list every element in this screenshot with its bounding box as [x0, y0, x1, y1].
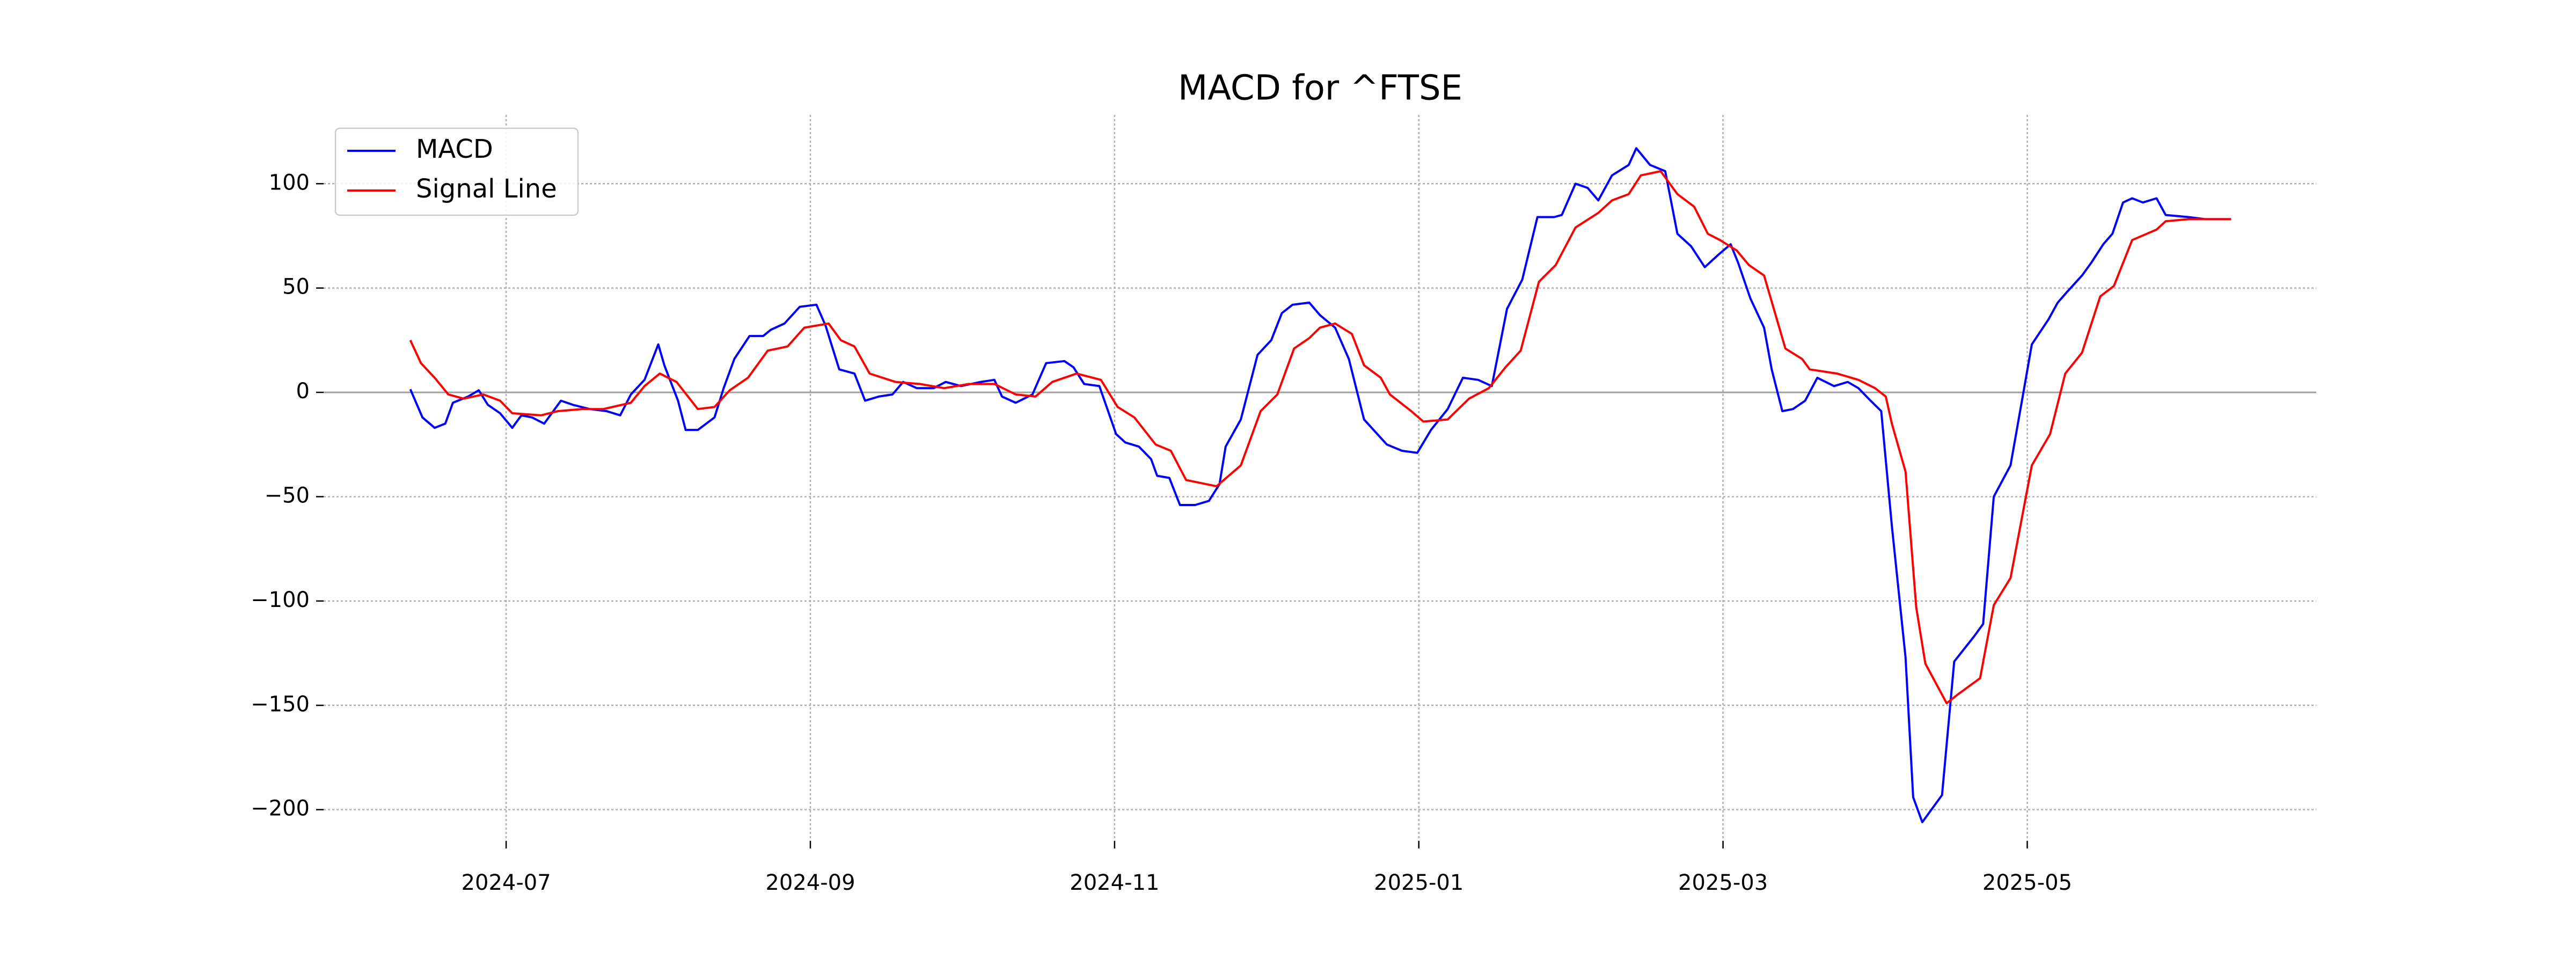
y-tick-label: −50 — [265, 483, 310, 508]
y-tick-label: 50 — [282, 275, 310, 299]
chart-title: MACD for ^FTSE — [1178, 69, 1462, 108]
x-tick-label: 2025-03 — [1678, 870, 1768, 895]
y-tick-label: −150 — [251, 692, 310, 716]
x-tick-label: 2024-09 — [765, 870, 855, 895]
series-line — [409, 170, 2231, 705]
legend-box — [334, 127, 579, 216]
y-tick-label: 100 — [269, 170, 310, 195]
x-tick-label: 2024-11 — [1070, 870, 1159, 895]
legend: MACD Signal Line — [334, 127, 579, 216]
legend-label: Signal Line — [416, 174, 557, 204]
series-line — [409, 147, 2231, 823]
y-tick-label: 0 — [296, 379, 310, 404]
x-tick-label: 2024-07 — [462, 870, 551, 895]
y-tick-label: −200 — [251, 796, 310, 821]
legend-label: MACD — [416, 134, 493, 164]
x-tick-label: 2025-01 — [1374, 870, 1463, 895]
x-tick-label: 2025-05 — [1982, 870, 2072, 895]
y-tick-label: −100 — [251, 588, 310, 612]
